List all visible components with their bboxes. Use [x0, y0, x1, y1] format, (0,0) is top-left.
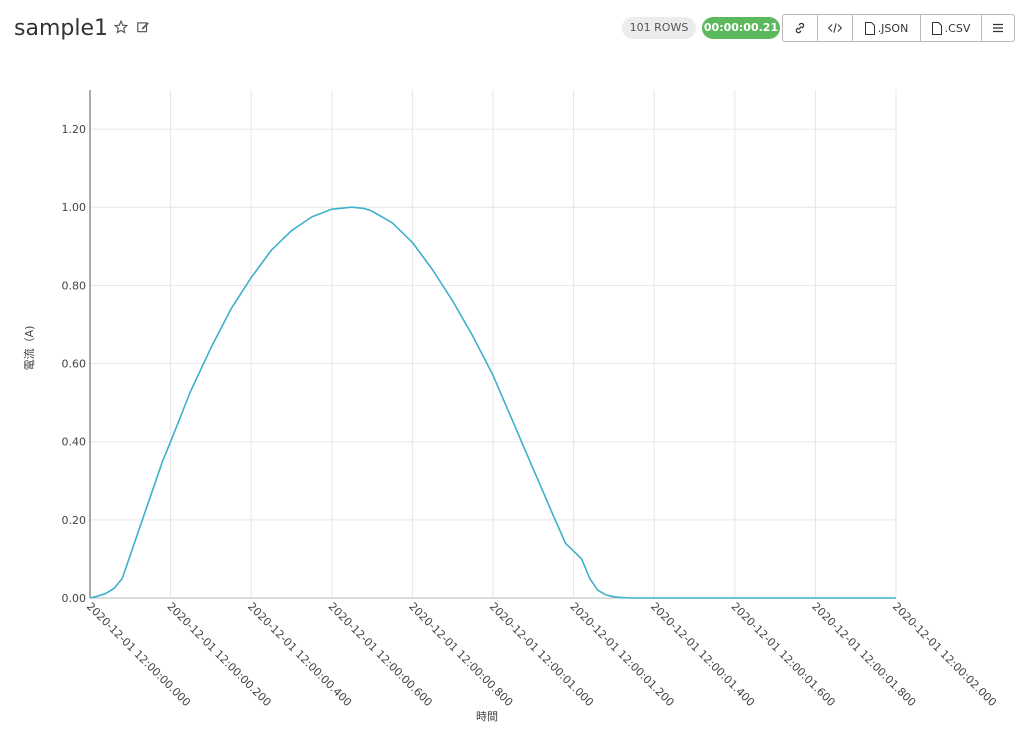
y-tick-label: 1.00: [62, 201, 87, 214]
code-icon: [828, 23, 842, 33]
line-chart: 0.000.200.400.600.801.001.20 2020-12-01 …: [22, 90, 999, 723]
y-axis-label: 電流（A): [22, 326, 36, 371]
menu-icon: [993, 23, 1003, 33]
page-title: sample1: [14, 16, 108, 41]
link-icon: [795, 22, 805, 34]
json-label: .JSON: [877, 21, 909, 35]
toolbar: .JSON .CSV: [782, 14, 1015, 42]
file-icon: [864, 21, 875, 35]
y-tick-label: 0.20: [62, 514, 87, 527]
link-button[interactable]: [782, 14, 818, 42]
rows-badge: 101 ROWS: [622, 17, 696, 39]
file-icon: [931, 21, 942, 35]
embed-button[interactable]: [817, 14, 853, 42]
chart-container: 0.00 0.20 0.40 0.60 0.80 1.00 1.20 2020-12-01 …: [0, 60, 1024, 732]
y-tick-label: 0.80: [62, 279, 87, 292]
y-tick-label: 1.20: [62, 123, 87, 136]
download-json-button[interactable]: .JSON: [852, 14, 921, 42]
header: sample1 101 ROWS 00:00:00.21 .JSON .CSV: [0, 0, 1024, 60]
time-badge: 00:00:00.21: [702, 17, 780, 39]
y-tick-label: 0.60: [62, 358, 87, 371]
y-tick-label: 0.00: [62, 592, 87, 605]
series-line: [89, 206, 896, 599]
csv-label: .CSV: [944, 21, 971, 35]
edit-icon[interactable]: [134, 18, 152, 36]
download-csv-button[interactable]: .CSV: [920, 14, 982, 42]
x-axis-label: 時間: [476, 710, 498, 723]
y-tick-label: 0.40: [62, 436, 87, 449]
star-icon[interactable]: [112, 18, 130, 36]
menu-button[interactable]: [981, 14, 1015, 42]
